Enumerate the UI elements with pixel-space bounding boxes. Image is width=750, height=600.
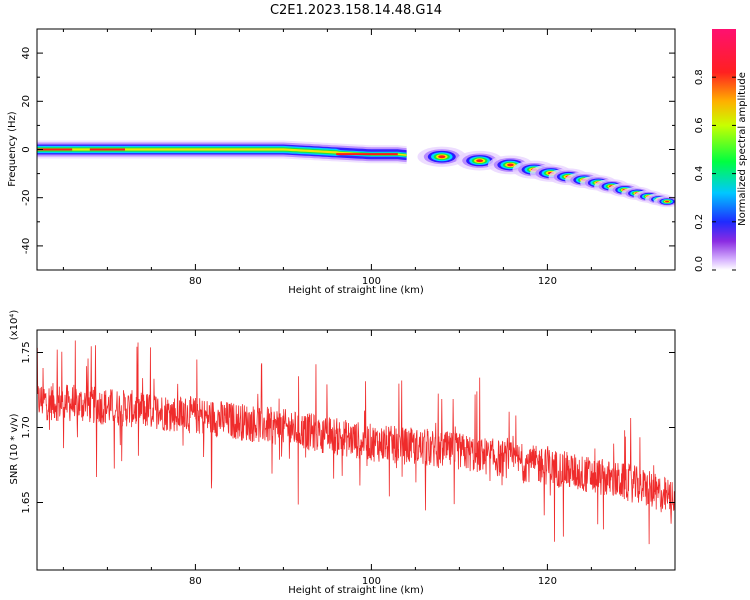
spectrogram-y-axis-label: Frequency (Hz): [7, 111, 18, 187]
figure-title: C2E1.2023.158.14.48.G14: [270, 3, 442, 18]
colorbar: 0.0 0.2 0.4 0.6 0.8 Normalized spectral ampl…: [694, 29, 748, 272]
snr-series-layer: [37, 340, 675, 545]
snr-frame: [36, 329, 676, 571]
spectrogram-blob: [438, 155, 446, 159]
colorbar-tick-label: 0.6: [694, 117, 705, 133]
spectrogram-x-tick-label: 80: [189, 276, 202, 287]
colorbar-ticks: 0.0 0.2 0.4 0.6 0.8: [694, 69, 736, 272]
colorbar-gradient: [712, 29, 736, 270]
spectrogram-y-tick-label: -20: [21, 190, 32, 206]
snr-x-axis-label: Height of straight line (km): [288, 585, 424, 596]
snr-x-tick-label: 80: [189, 576, 202, 587]
colorbar-tick-label: 0.8: [694, 69, 705, 85]
snr-y-tick-label: 1.75: [21, 341, 32, 363]
snr-series-line: [37, 340, 675, 545]
spectrogram-x-tick-label: 100: [362, 276, 381, 287]
snr-plot-area: [37, 330, 675, 570]
spectrogram-image: [37, 140, 675, 208]
colorbar-tick-label: 0.0: [694, 256, 705, 272]
spectrogram-x-tick-label: 120: [538, 276, 557, 287]
snr-y-multiplier-label: (x10⁴): [9, 310, 20, 341]
snr-panel: 80 100 120 1.65 1.70 1.75 Height of straight …: [9, 310, 676, 596]
snr-y-tick-label: 1.65: [21, 491, 32, 513]
spectrogram-blob: [476, 159, 484, 163]
snr-x-tick-label: 100: [362, 576, 381, 587]
spectrogram-blob: [507, 163, 514, 167]
spectrogram-ticks: 80 100 120 -40 -20 0 20 40: [21, 28, 675, 287]
snr-ticks: 80 100 120 1.65 1.70 1.75: [21, 330, 675, 587]
spectrogram-band: [37, 148, 407, 156]
spectrogram-y-tick-label: 20: [21, 95, 32, 108]
snr-x-tick-label: 120: [538, 576, 557, 587]
snr-y-tick-label: 1.70: [21, 416, 32, 438]
colorbar-label: Normalized spectral amplitude: [737, 72, 748, 226]
colorbar-tick-label: 0.4: [694, 166, 705, 182]
spectrogram-blob: [665, 200, 670, 203]
spectrogram-panel: 80 100 120 -40 -20 0 20 40 Height of straight l…: [7, 28, 676, 296]
spectrogram-y-tick-label: 0: [21, 146, 32, 152]
spectrogram-y-tick-label: 40: [21, 47, 32, 60]
spectrogram-y-tick-label: -40: [21, 238, 32, 254]
spectrogram-x-axis-label: Height of straight line (km): [288, 285, 424, 296]
colorbar-tick-label: 0.2: [694, 214, 705, 230]
snr-y-axis-label: SNR (10 * v/v): [9, 413, 20, 484]
